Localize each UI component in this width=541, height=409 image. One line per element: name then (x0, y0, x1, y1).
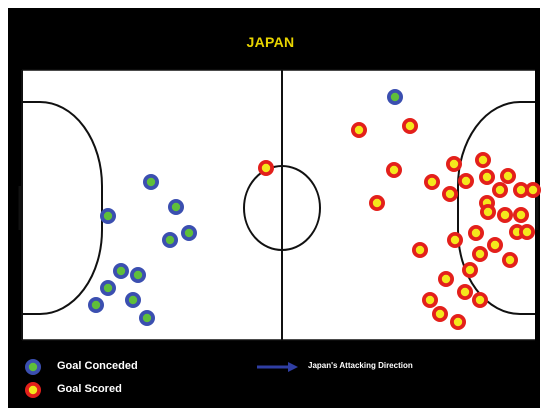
center-circle (243, 165, 321, 251)
legend-scored: Goal Scored (51, 383, 122, 395)
goal-markers (88, 89, 541, 330)
goal-conceded-marker (139, 310, 155, 326)
goal-scored-marker (369, 195, 385, 211)
goal-scored-marker (457, 284, 473, 300)
goal-scored-marker (258, 160, 274, 176)
goal-scored-marker (351, 122, 367, 138)
goal-scored-marker (446, 156, 462, 172)
goal-conceded-marker (168, 199, 184, 215)
attacking-direction-legend: Japan's Attacking Direction (308, 361, 413, 370)
goal-scored-marker (462, 262, 478, 278)
legend-conceded-label: Goal Conceded (57, 360, 138, 372)
goal-scored-marker (386, 162, 402, 178)
attacking-direction-arrow (257, 362, 298, 372)
attacking-direction-label: Japan's Attacking Direction (308, 361, 413, 370)
goal-scored-marker (458, 173, 474, 189)
goal-scored-marker (422, 292, 438, 308)
legend-scored-label: Goal Scored (57, 383, 122, 395)
diagram-title: JAPAN (246, 34, 295, 50)
goal-scored-marker (500, 168, 516, 184)
goal-scored-marker (447, 232, 463, 248)
goal-scored-marker (525, 182, 541, 198)
legend-conceded: Goal Conceded (51, 360, 138, 372)
goal-scored-marker (468, 225, 484, 241)
goal-scored-marker (412, 242, 428, 258)
goal-scored-marker (450, 314, 466, 330)
goal-scored-marker (472, 292, 488, 308)
goal-conceded-marker (113, 263, 129, 279)
goal-scored-marker (502, 252, 518, 268)
goal-conceded-marker (100, 208, 116, 224)
goal-scored-marker (442, 186, 458, 202)
goal-scored-marker (497, 207, 513, 223)
legend-scored-swatch (25, 382, 41, 398)
goal-conceded-marker (143, 174, 159, 190)
goal-conceded-marker (387, 89, 403, 105)
goal-scored-marker (432, 306, 448, 322)
goal-conceded-marker (88, 297, 104, 313)
goal-scored-marker (472, 246, 488, 262)
goal-scored-marker (424, 174, 440, 190)
goal-scored-marker (487, 237, 503, 253)
goal-scored-marker (513, 182, 529, 198)
right-penalty-area (457, 101, 535, 315)
goal-scored-marker (513, 207, 529, 223)
goal-conceded-marker (130, 267, 146, 283)
goal-scored-marker (479, 169, 495, 185)
goal-scored-marker (438, 271, 454, 287)
goal-conceded-marker (181, 225, 197, 241)
goal-conceded-marker (100, 280, 116, 296)
goal-conceded-marker (162, 232, 178, 248)
goal-conceded-marker (125, 292, 141, 308)
goal-scored-marker (480, 204, 496, 220)
goal-scored-marker (492, 182, 508, 198)
legend-conceded-swatch (25, 359, 41, 375)
goal-scored-marker (402, 118, 418, 134)
left-penalty-area (22, 101, 103, 315)
goal-scored-marker (475, 152, 491, 168)
goal-scored-marker (519, 224, 535, 240)
